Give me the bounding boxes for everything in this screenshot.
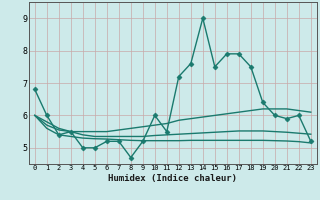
X-axis label: Humidex (Indice chaleur): Humidex (Indice chaleur): [108, 174, 237, 183]
